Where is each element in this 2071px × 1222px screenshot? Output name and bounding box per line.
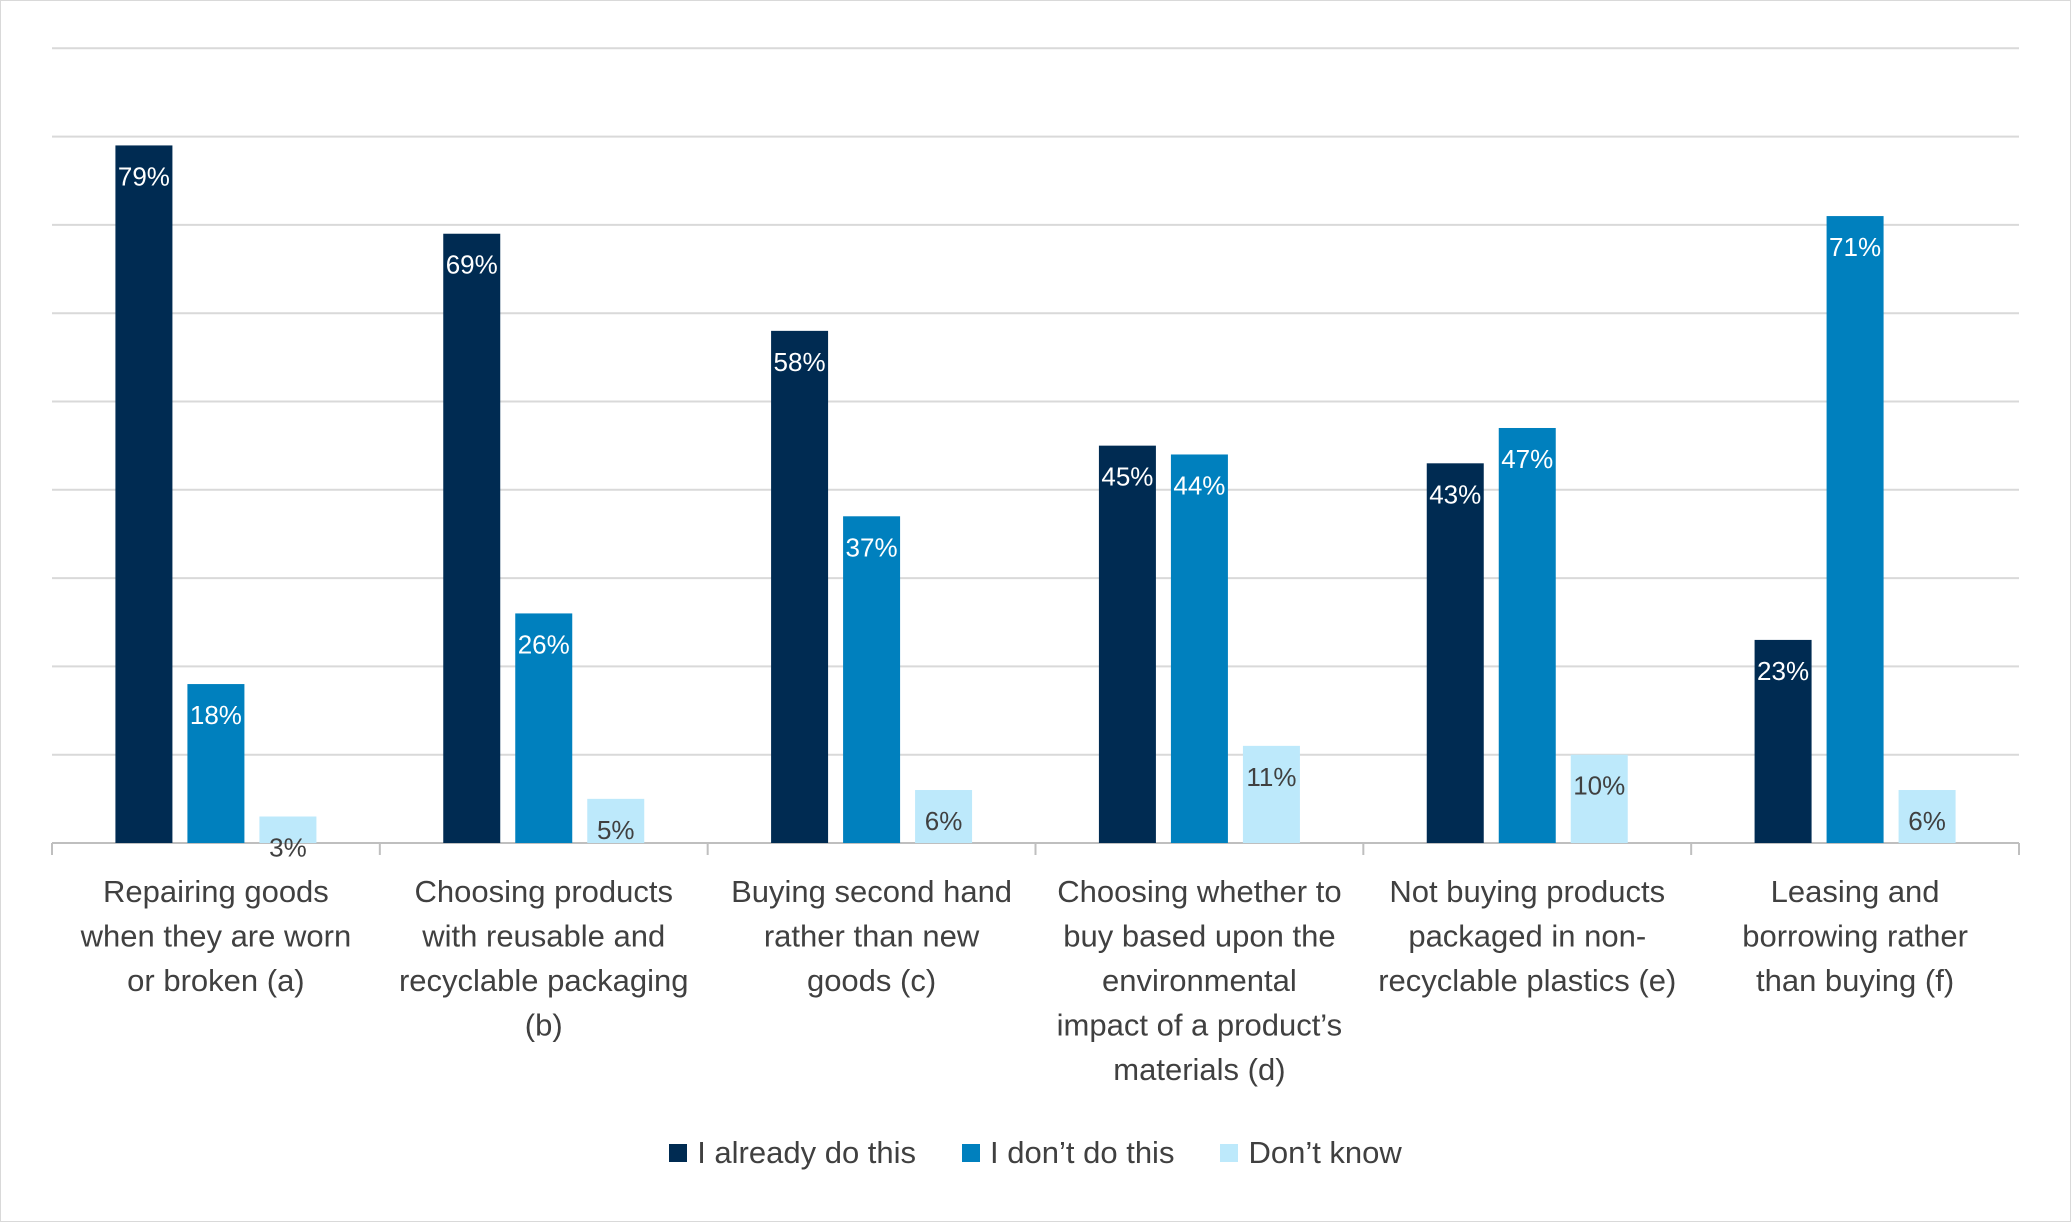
legend-swatch-already-do — [669, 1144, 688, 1162]
data-label: 43% — [1429, 479, 1481, 509]
legend-swatch-dont-know — [1220, 1144, 1239, 1162]
data-label: 58% — [774, 347, 826, 377]
legend-label-dont-know: Don’t know — [1248, 1135, 1402, 1170]
bar — [1426, 463, 1484, 843]
bar — [843, 516, 901, 843]
bar — [1242, 745, 1300, 843]
category-label: materials (d) — [1113, 1052, 1285, 1087]
legend-label-already-do: I already do this — [697, 1135, 917, 1170]
bar — [259, 816, 317, 843]
data-label: 6% — [1908, 806, 1946, 836]
data-label: 11% — [1246, 762, 1296, 792]
category-label: with reusable and — [421, 919, 665, 954]
legend: I already do this I don’t do this Don’t … — [0, 1135, 2071, 1171]
category-label: rather than new — [764, 919, 980, 954]
category-label: environmental — [1102, 963, 1297, 998]
bar — [515, 613, 573, 843]
data-label: 79% — [118, 161, 170, 191]
category-label: or broken (a) — [127, 963, 304, 998]
bar — [587, 798, 645, 843]
data-label: 47% — [1501, 444, 1553, 474]
legend-item-dont-do: I don’t do this — [962, 1135, 1174, 1171]
legend-item-dont-know: Don’t know — [1220, 1135, 1402, 1171]
category-label: Repairing goods — [103, 874, 329, 909]
bar — [1754, 639, 1812, 843]
data-label: 5% — [597, 815, 635, 845]
data-label: 44% — [1173, 470, 1225, 500]
data-label: 26% — [518, 629, 570, 659]
bar — [1170, 454, 1228, 843]
bar — [115, 145, 173, 843]
legend-label-dont-do: I don’t do this — [990, 1135, 1175, 1170]
bar — [1826, 216, 1884, 843]
bar — [915, 790, 973, 843]
category-label: recyclable plastics (e) — [1378, 963, 1676, 998]
bar — [771, 330, 829, 843]
bar — [187, 684, 245, 843]
category-label: Leasing and — [1771, 874, 1940, 909]
legend-swatch-dont-do — [962, 1144, 981, 1162]
data-label: 18% — [190, 700, 242, 730]
category-label: buy based upon the — [1063, 919, 1335, 954]
bar — [1498, 427, 1556, 843]
legend-item-already-do: I already do this — [669, 1135, 916, 1171]
category-label: impact of a product’s — [1057, 1008, 1342, 1043]
bar — [1098, 445, 1156, 843]
category-label: (b) — [525, 1008, 563, 1043]
category-label: Choosing products — [415, 874, 674, 909]
category-label: Choosing whether to — [1057, 874, 1341, 909]
data-label: 37% — [846, 532, 898, 562]
data-label: 3% — [269, 833, 307, 863]
category-label: Not buying products — [1389, 874, 1665, 909]
category-label: Buying second hand — [731, 874, 1012, 909]
category-label: when they are worn — [80, 919, 352, 954]
category-label: goods (c) — [807, 963, 936, 998]
category-label: recyclable packaging — [399, 963, 689, 998]
category-label: than buying (f) — [1756, 963, 1954, 998]
data-label: 45% — [1101, 462, 1153, 492]
data-label: 69% — [446, 250, 498, 280]
category-label: packaged in non- — [1408, 919, 1646, 954]
category-label: borrowing rather — [1742, 919, 1968, 954]
bar — [1570, 754, 1628, 843]
data-label: 6% — [925, 806, 963, 836]
data-label: 10% — [1573, 771, 1625, 801]
bar — [1898, 790, 1956, 843]
data-label: 71% — [1829, 232, 1881, 262]
data-label: 23% — [1757, 656, 1809, 686]
bar — [443, 233, 501, 844]
